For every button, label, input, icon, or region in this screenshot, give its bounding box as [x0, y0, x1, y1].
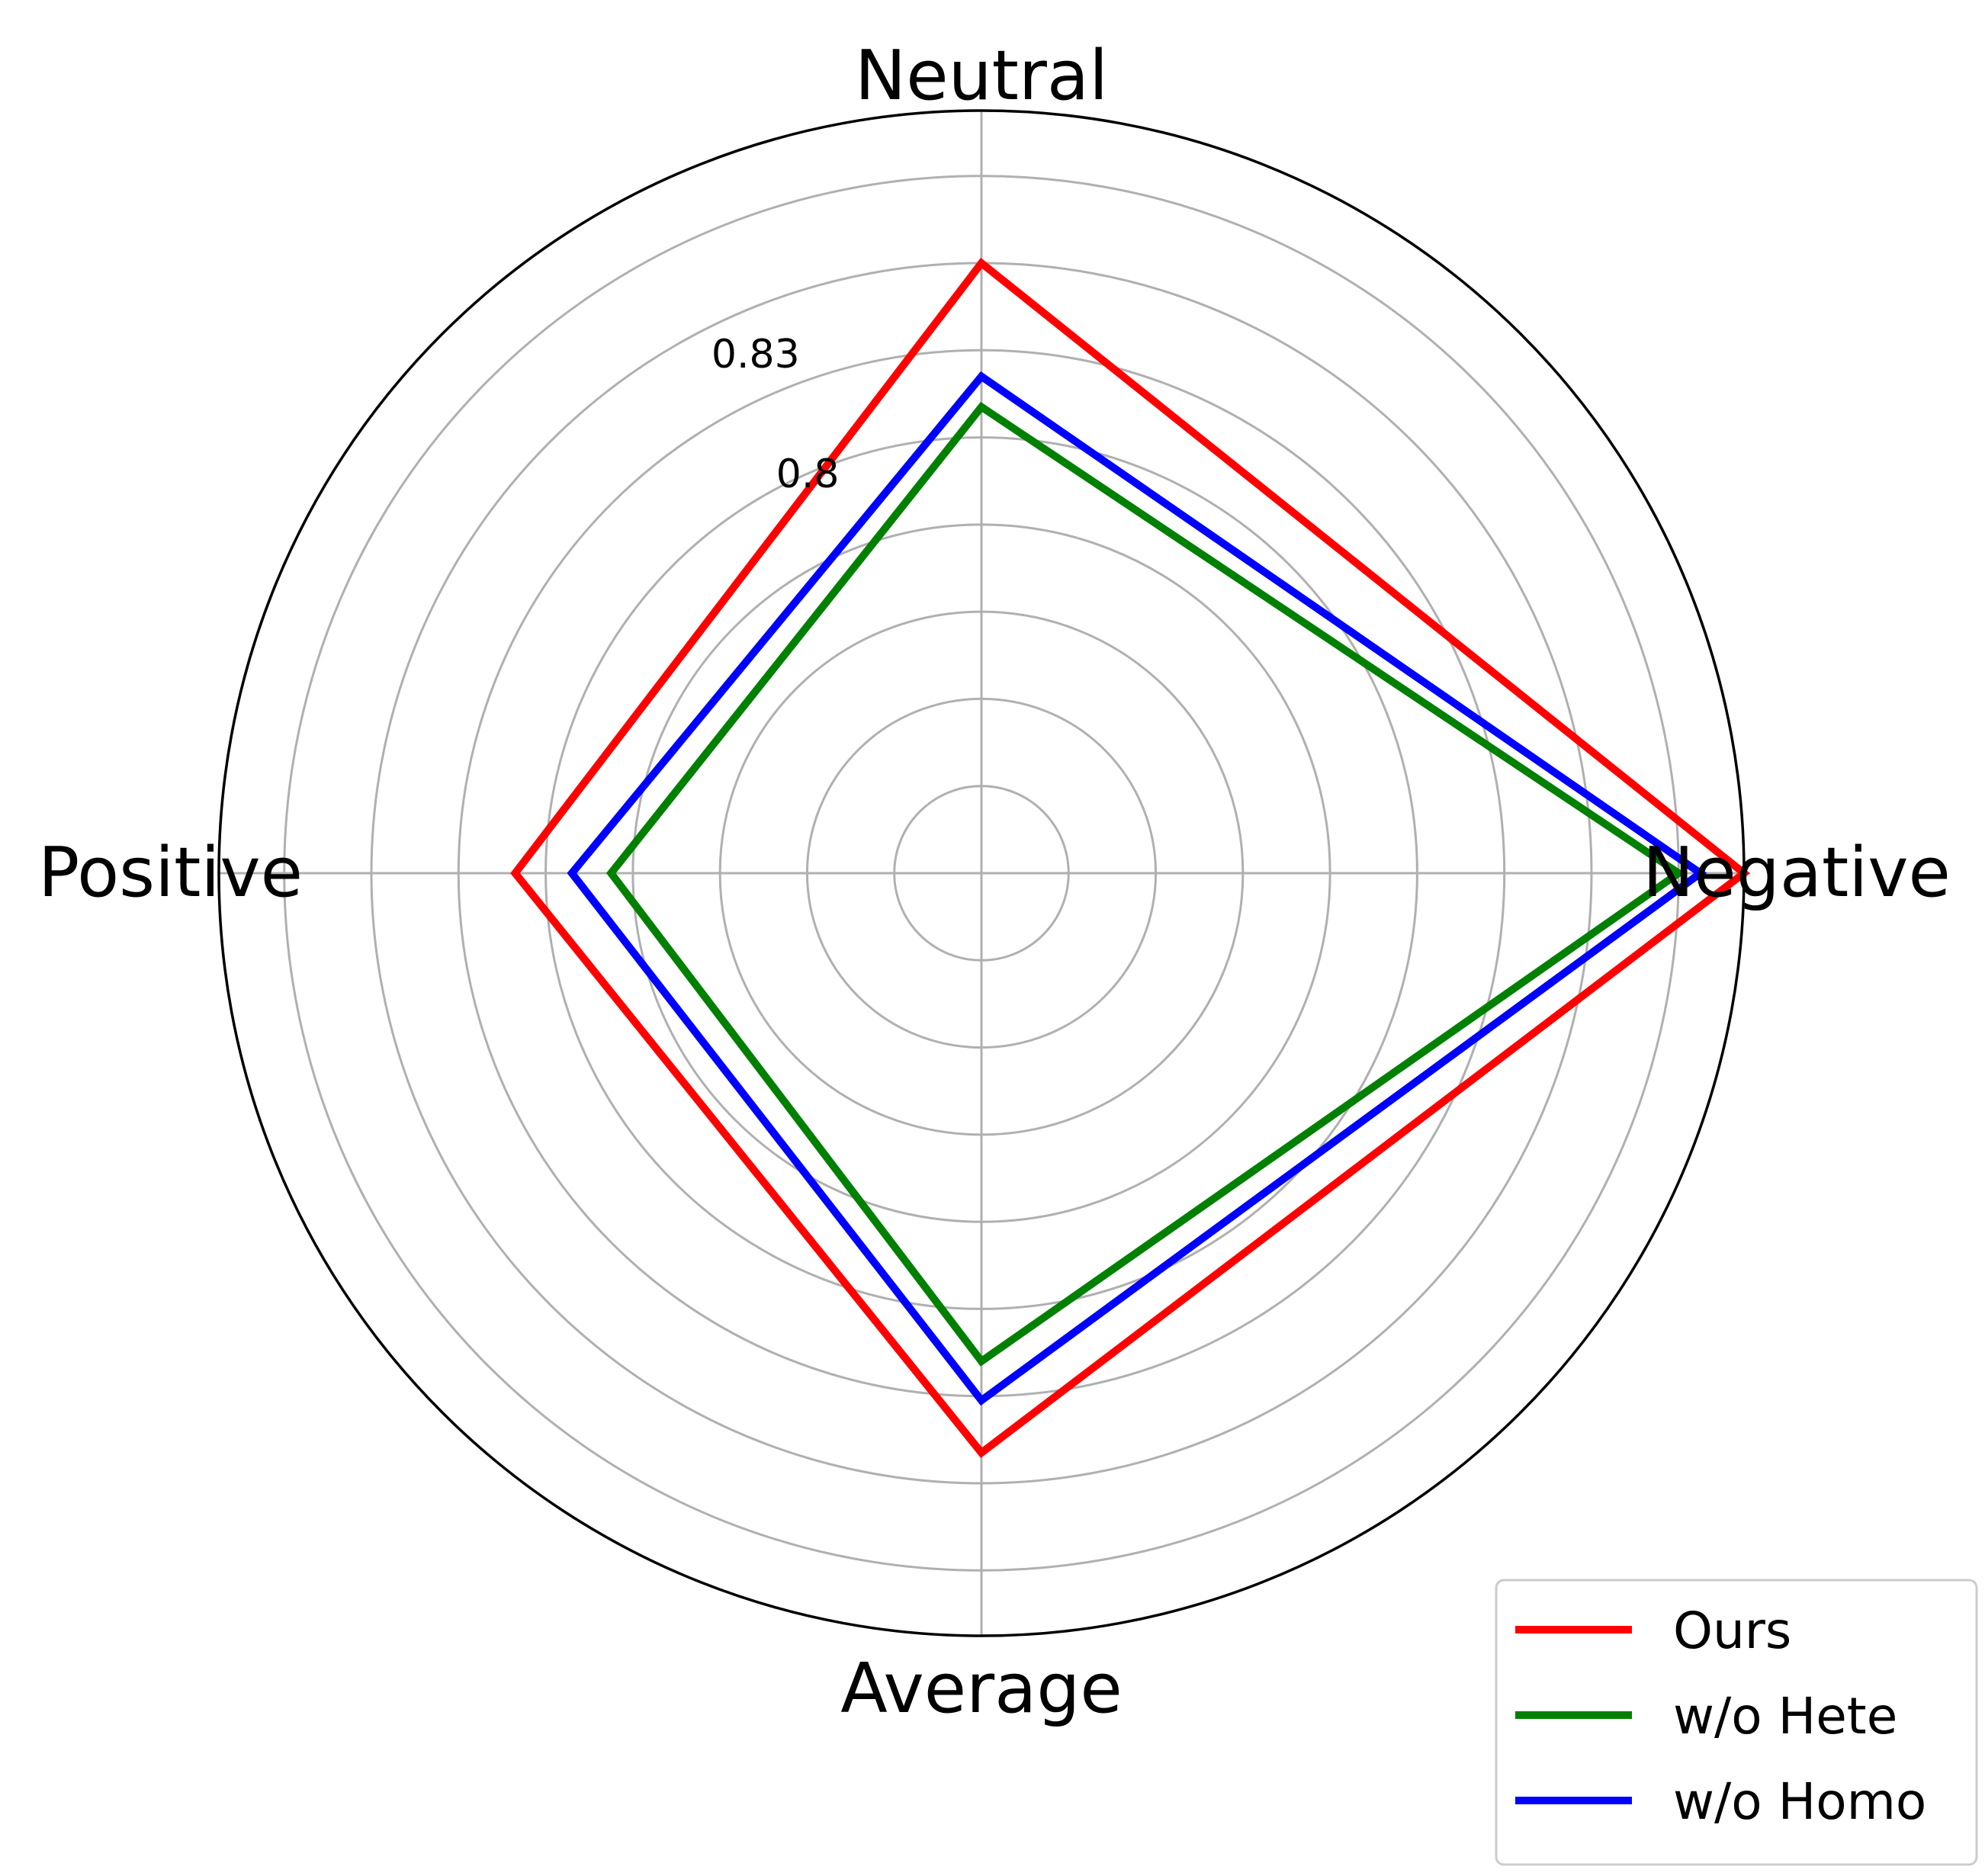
axis-label-positive: Positive: [38, 833, 303, 913]
axis-label-negative: Negative: [1643, 833, 1951, 913]
radial-tick-label: 0.83: [711, 332, 800, 377]
series-w-o-hete: [605, 401, 1686, 1367]
label-layer: Neutral Negative Average Positive 0.8 0.83: [38, 36, 1951, 1729]
series-w-o-homo: [567, 371, 1707, 1406]
legend-label-ours: Ours: [1673, 1601, 1791, 1660]
axis-label-neutral: Neutral: [855, 36, 1108, 116]
series-ours: [510, 257, 1751, 1458]
axis-label-average: Average: [840, 1649, 1123, 1729]
legend-label-w-o-hete: w/o Hete: [1673, 1687, 1897, 1746]
series-layer: [510, 257, 1751, 1458]
legend-label-w-o-homo: w/o Homo: [1673, 1772, 1926, 1831]
grid-layer: [217, 109, 1746, 1637]
radial-tick-label: 0.8: [776, 451, 840, 497]
legend-box: [1495, 1579, 1978, 1866]
legend: Ours w/o Hete w/o Homo: [1495, 1579, 1978, 1866]
